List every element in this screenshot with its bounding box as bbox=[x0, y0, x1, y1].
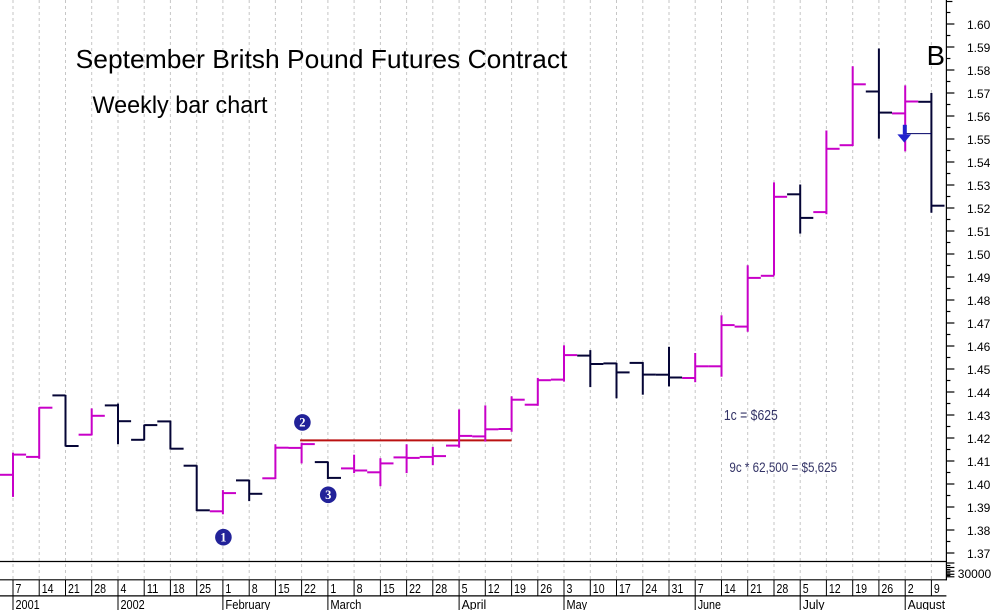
svg-text:1.39: 1.39 bbox=[967, 501, 991, 515]
svg-text:11: 11 bbox=[147, 581, 159, 596]
svg-text:17: 17 bbox=[619, 581, 631, 596]
svg-text:1c = $625: 1c = $625 bbox=[724, 408, 778, 424]
svg-text:1.56: 1.56 bbox=[967, 110, 991, 124]
svg-text:1: 1 bbox=[220, 531, 226, 545]
svg-text:1.43: 1.43 bbox=[967, 409, 991, 423]
svg-text:22: 22 bbox=[409, 581, 421, 596]
svg-text:31: 31 bbox=[672, 581, 684, 596]
svg-text:8: 8 bbox=[357, 581, 363, 596]
svg-text:7: 7 bbox=[698, 581, 704, 596]
svg-text:15: 15 bbox=[278, 581, 290, 596]
svg-text:1.46: 1.46 bbox=[967, 340, 991, 354]
svg-text:12: 12 bbox=[488, 581, 500, 596]
svg-text:1.51: 1.51 bbox=[967, 225, 991, 239]
svg-text:1.47: 1.47 bbox=[967, 317, 991, 331]
svg-text:August: August bbox=[908, 597, 946, 610]
svg-text:28: 28 bbox=[94, 581, 106, 596]
svg-text:4: 4 bbox=[121, 581, 127, 596]
svg-text:14: 14 bbox=[42, 581, 54, 596]
svg-text:10: 10 bbox=[593, 581, 605, 596]
svg-text:19: 19 bbox=[514, 581, 526, 596]
svg-text:June: June bbox=[698, 597, 721, 610]
svg-text:14: 14 bbox=[724, 581, 736, 596]
svg-text:3: 3 bbox=[325, 488, 331, 502]
svg-text:2: 2 bbox=[299, 416, 305, 430]
svg-text:26: 26 bbox=[881, 581, 893, 596]
svg-text:B: B bbox=[927, 40, 945, 71]
svg-text:5: 5 bbox=[462, 581, 468, 596]
svg-text:1: 1 bbox=[330, 581, 336, 596]
svg-text:21: 21 bbox=[68, 581, 80, 596]
svg-text:February: February bbox=[225, 597, 270, 610]
svg-text:1.53: 1.53 bbox=[967, 179, 991, 193]
svg-text:19: 19 bbox=[855, 581, 867, 596]
svg-text:9: 9 bbox=[934, 581, 940, 596]
svg-text:5: 5 bbox=[803, 581, 809, 596]
svg-text:2: 2 bbox=[908, 581, 914, 596]
svg-text:30000: 30000 bbox=[958, 567, 992, 581]
svg-text:1.59: 1.59 bbox=[967, 41, 991, 55]
svg-text:1.50: 1.50 bbox=[967, 248, 991, 262]
svg-text:1.58: 1.58 bbox=[967, 64, 991, 78]
svg-text:May: May bbox=[567, 597, 588, 610]
svg-text:1.55: 1.55 bbox=[967, 133, 991, 147]
svg-text:22: 22 bbox=[304, 581, 316, 596]
svg-text:1.60: 1.60 bbox=[967, 18, 991, 32]
svg-text:Weekly bar chart: Weekly bar chart bbox=[93, 92, 268, 119]
svg-text:July: July bbox=[803, 597, 825, 610]
svg-text:1.48: 1.48 bbox=[967, 294, 991, 308]
svg-text:24: 24 bbox=[645, 581, 657, 596]
svg-text:1.49: 1.49 bbox=[967, 271, 991, 285]
svg-text:1.44: 1.44 bbox=[967, 386, 991, 400]
svg-text:1.38: 1.38 bbox=[967, 524, 991, 538]
svg-text:15: 15 bbox=[383, 581, 395, 596]
svg-text:April: April bbox=[462, 597, 487, 610]
svg-text:March: March bbox=[330, 597, 361, 610]
svg-text:2002: 2002 bbox=[121, 597, 145, 610]
svg-text:2001: 2001 bbox=[16, 597, 40, 610]
svg-text:1.40: 1.40 bbox=[967, 478, 991, 492]
svg-text:1.45: 1.45 bbox=[967, 363, 991, 377]
svg-text:12: 12 bbox=[829, 581, 841, 596]
svg-text:1: 1 bbox=[225, 581, 231, 596]
svg-text:26: 26 bbox=[540, 581, 552, 596]
svg-text:21: 21 bbox=[750, 581, 762, 596]
svg-text:1.41: 1.41 bbox=[967, 455, 991, 469]
svg-text:3: 3 bbox=[567, 581, 573, 596]
svg-text:18: 18 bbox=[173, 581, 185, 596]
svg-text:September Britsh Pound Futures: September Britsh Pound Futures Contract bbox=[76, 44, 568, 74]
svg-text:8: 8 bbox=[252, 581, 258, 596]
svg-text:1.37: 1.37 bbox=[967, 547, 991, 561]
svg-text:28: 28 bbox=[777, 581, 789, 596]
svg-text:7: 7 bbox=[16, 581, 22, 596]
svg-text:1.42: 1.42 bbox=[967, 432, 991, 446]
svg-text:9c * 62,500 = $5,625: 9c * 62,500 = $5,625 bbox=[729, 459, 837, 475]
svg-text:1.54: 1.54 bbox=[967, 156, 991, 170]
svg-text:28: 28 bbox=[435, 581, 447, 596]
svg-text:1.52: 1.52 bbox=[967, 202, 991, 216]
svg-text:1.57: 1.57 bbox=[967, 87, 991, 101]
svg-text:25: 25 bbox=[199, 581, 211, 596]
